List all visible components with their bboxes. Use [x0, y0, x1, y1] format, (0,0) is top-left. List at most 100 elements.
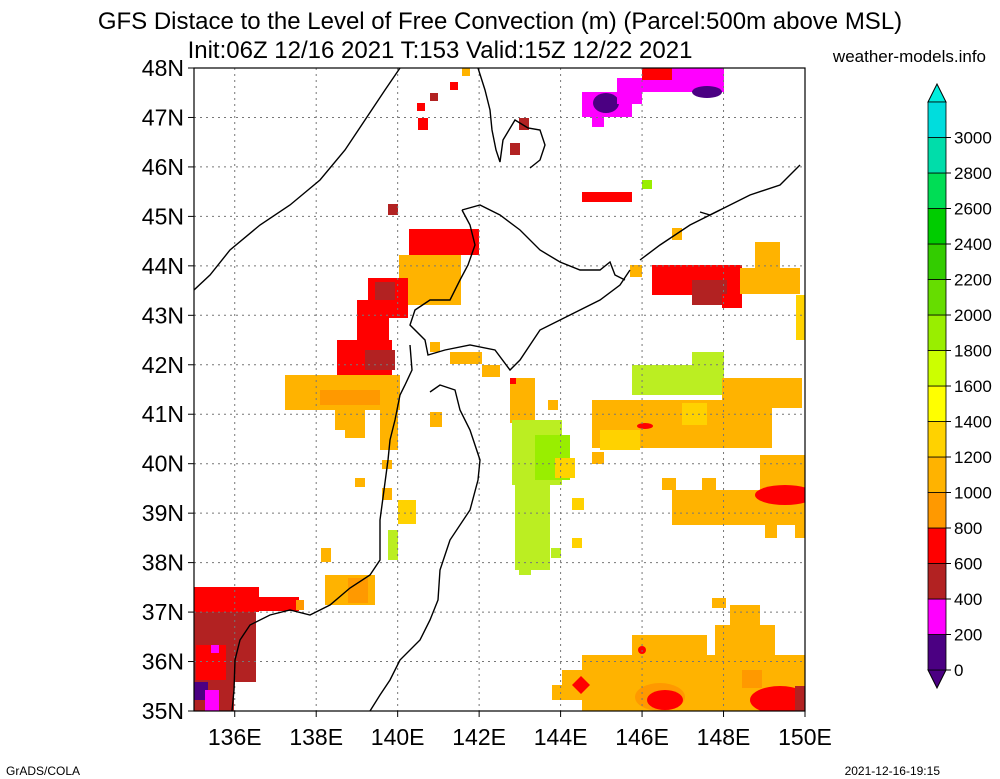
patch-amber-p2: [548, 400, 558, 410]
colorbar-label: 1400: [954, 413, 992, 432]
lon-label: 136E: [208, 724, 262, 750]
patch-amber-p1: [510, 378, 535, 423]
lat-label: 37N: [142, 599, 184, 625]
patch-dot-1: [430, 93, 438, 101]
patch-lime-1: [388, 530, 398, 560]
patch-orange-s2: [742, 670, 762, 688]
lat-label: 44N: [142, 253, 184, 279]
credit-label: GrADS/COLA: [6, 764, 81, 778]
map-frame: [193, 67, 806, 712]
patch-dot-4: [450, 82, 458, 90]
patch-amber-k2: [755, 242, 780, 270]
colorbar-label: 600: [954, 555, 982, 574]
gridlines: [194, 68, 805, 711]
colorbar-label: 1600: [954, 377, 992, 396]
lat-label: 47N: [142, 104, 184, 130]
coast-honshu-west: [231, 344, 413, 711]
patch-yellow-p: [555, 458, 575, 478]
lat-label: 42N: [142, 352, 184, 378]
patch-red-hokkaido: [409, 229, 479, 255]
colorbar-swatch: [927, 385, 947, 422]
patch-purple-ne: [692, 86, 722, 98]
patch-red-s2: [647, 690, 683, 710]
colorbar-swatch: [927, 492, 947, 529]
colorbar-label: 2000: [954, 306, 992, 325]
colorbar-labels: 0 200 400 600 800 1000 1200 1400 1600 1800 2000 220…: [954, 129, 992, 681]
patch-red-e1: [637, 423, 653, 429]
patch-amber-h3: [430, 342, 440, 352]
patch-yellow-k1: [796, 295, 805, 340]
patch-amber-h: [450, 352, 482, 364]
title-line-1: GFS Distace to the Level of Free Convect…: [97, 8, 903, 35]
patch-amber-e4: [702, 478, 716, 490]
patch-amber-e2: [722, 378, 802, 408]
colorbar-label: 400: [954, 590, 982, 609]
field-patches: [194, 68, 805, 711]
lat-label: 46N: [142, 154, 184, 180]
patch-amber-w3: [380, 410, 398, 450]
colorbar-label: 1800: [954, 342, 992, 361]
coast-sakhalin: [477, 68, 546, 169]
patch-lime-p2: [515, 480, 550, 570]
colorbar-swatch: [927, 279, 947, 316]
patch-red-p1: [510, 378, 516, 384]
patch-amber-e7: [765, 520, 777, 538]
patch-lime-e1: [632, 365, 724, 395]
coast-honshu-east: [369, 384, 481, 711]
lat-label: 48N: [142, 55, 184, 81]
lon-label: 148E: [697, 724, 751, 750]
colorbar-swatch: [927, 137, 947, 174]
patch-amber-w4: [345, 428, 365, 438]
patch-amber-e3: [662, 478, 676, 490]
patch-purple-sw: [194, 682, 208, 700]
lat-label: 38N: [142, 550, 184, 576]
colorbar-swatch: [927, 243, 947, 280]
lat-label: 39N: [142, 500, 184, 526]
patch-red-e2: [755, 485, 805, 505]
colorbar-swatch: [927, 208, 947, 245]
patch-yellow-e2: [682, 403, 707, 425]
patch-yellow-1: [398, 500, 416, 524]
colorbar-label: 2600: [954, 200, 992, 219]
lon-label: 142E: [452, 724, 506, 750]
colorbar-label: 800: [954, 519, 982, 538]
patch-dot-8: [388, 204, 398, 215]
patch-red-sw2: [194, 597, 299, 611]
patch-lime-p3: [519, 560, 531, 575]
patch-magenta-n2: [592, 117, 604, 127]
colorbar-swatch: [927, 350, 947, 387]
lat-label: 36N: [142, 649, 184, 675]
colorbar-label: 2200: [954, 271, 992, 290]
patch-brown-w1: [375, 282, 395, 300]
patch-green-dot: [642, 180, 652, 189]
coast-hokkaido-north: [461, 204, 626, 281]
colorbar-swatch: [927, 314, 947, 351]
patch-amber-s2: [730, 605, 760, 625]
lat-label: 41N: [142, 401, 184, 427]
patch-brown-k1: [692, 280, 727, 305]
colorbar-label: 200: [954, 626, 982, 645]
lon-label: 144E: [534, 724, 588, 750]
colorbar-swatch: [927, 598, 947, 635]
patch-amber-p3: [592, 452, 604, 464]
longitude-labels: 136E 138E 140E 142E 144E 146E 148E 150E: [208, 724, 832, 750]
patch-orange-w: [320, 390, 380, 405]
patch-brown-w3: [365, 350, 395, 370]
coast-hokkaido: [409, 209, 631, 372]
axis-ticks: [188, 67, 806, 717]
colorbar-swatch: [927, 527, 947, 564]
colorbar-label: 3000: [954, 129, 992, 148]
colorbar-label: 1200: [954, 448, 992, 467]
patch-amber-s1: [712, 598, 726, 608]
colorbar-swatch: [927, 421, 947, 458]
patch-red-s3: [750, 686, 805, 711]
colorbar: [927, 82, 951, 690]
colorbar-swatch: [927, 563, 947, 600]
colorbar-bottom-tip: [927, 669, 947, 690]
patch-amber-h2: [482, 365, 500, 377]
patch-red-s1: [572, 676, 590, 694]
patch-purple-n: [593, 93, 619, 113]
patch-yellow-p3: [572, 538, 582, 548]
patch-lime-e2: [692, 352, 724, 367]
